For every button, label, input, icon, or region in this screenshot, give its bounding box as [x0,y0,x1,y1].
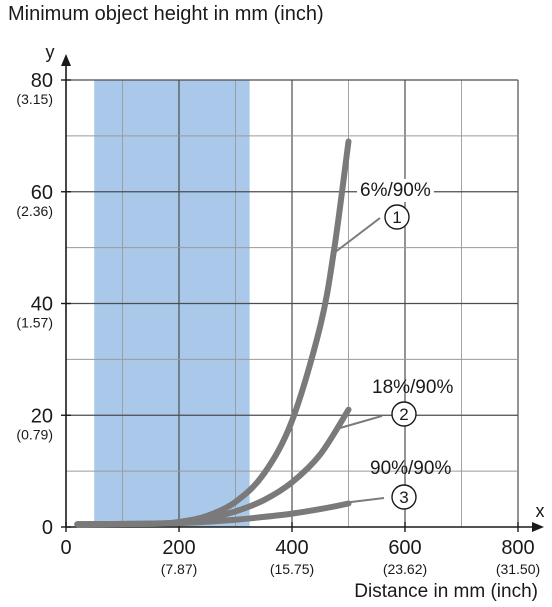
x-axis-title: Distance in mm (inch) [354,581,538,602]
marker-number-3: 3 [399,488,408,507]
y-tick-sublabel: (1.57) [16,315,53,331]
y-tick-label: 60 [31,182,53,204]
marker-number-2: 2 [399,405,408,424]
series-label-2: 18%/90% [372,377,453,398]
x-tick-label: 400 [275,537,308,559]
x-tick-label: 800 [501,537,534,559]
x-tick-sublabel: (15.75) [270,561,314,577]
chart-title: Minimum object height in mm (inch) [8,3,324,25]
y-axis-arrow [61,54,71,66]
y-tick-label: 40 [31,294,53,316]
x-tick-sublabel: (31.50) [496,561,540,577]
x-tick-label: 0 [60,537,71,559]
leader-line-1 [333,217,381,254]
leader-line-3 [342,497,385,504]
x-axis-arrow [532,522,544,532]
y-tick-label: 20 [31,405,53,427]
leader-line-2 [339,415,383,429]
series-line-3 [74,500,352,528]
x-axis-name: x [536,501,545,521]
series-label-1: 6%/90% [360,180,431,201]
y-axis-name: y [46,42,55,62]
x-tick-sublabel: (7.87) [161,561,198,577]
marker-circle-3 [391,484,417,510]
x-tick-label: 200 [162,537,195,559]
y-tick-label: 80 [31,70,53,92]
y-tick-sublabel: (0.79) [16,426,53,442]
marker-circle-2 [391,401,417,427]
x-tick-sublabel: (23.62) [383,561,427,577]
y-tick-sublabel: (3.15) [16,91,53,107]
x-tick-label: 600 [388,537,421,559]
series-label-1-background [357,179,434,202]
series-label-3: 90%/90% [370,458,451,479]
marker-circle-1 [384,204,410,230]
marker-number-1: 1 [392,208,401,227]
y-tick-sublabel: (2.36) [16,203,53,219]
y-tick-label: 0 [42,517,53,539]
